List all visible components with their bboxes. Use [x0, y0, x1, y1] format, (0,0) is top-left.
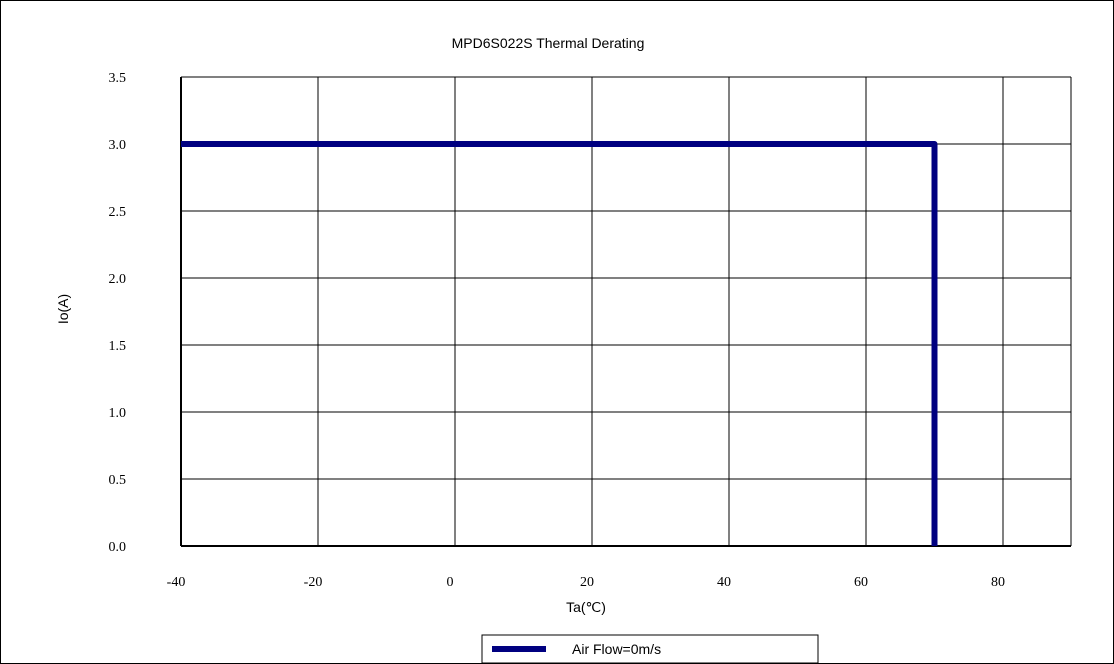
- tick-labels: -40 -20 0 20 40 60 80 0.0 0.5 1.0 1.5 2.0 2.5 3.0 3.5: [109, 71, 1006, 590]
- x-tick-label: 80: [991, 575, 1005, 590]
- x-tick-label: -40: [167, 575, 186, 590]
- x-tick-label: 40: [717, 575, 731, 590]
- series-layer: [181, 141, 938, 546]
- y-tick-label: 3.5: [109, 71, 127, 86]
- y-tick-label: 3.0: [109, 138, 127, 153]
- x-tick-label: 20: [580, 575, 594, 590]
- chart-title: MPD6S022S Thermal Derating: [452, 35, 645, 51]
- legend: Air Flow=0m/s: [481, 634, 819, 664]
- y-axis-title: Io(A): [55, 294, 71, 324]
- y-tick-label: 1.5: [109, 339, 127, 354]
- y-tick-label: 2.5: [109, 205, 127, 220]
- x-tick-label: 0: [447, 575, 454, 590]
- x-tick-label: 60: [854, 575, 868, 590]
- y-tick-label: 2.0: [109, 272, 127, 287]
- grid-lines: [181, 76, 1072, 546]
- y-tick-label: 1.0: [109, 406, 127, 421]
- y-tick-label: 0.5: [109, 473, 127, 488]
- x-tick-label: -20: [304, 575, 323, 590]
- legend-label: Air Flow=0m/s: [572, 641, 661, 657]
- series-line: [181, 141, 938, 546]
- y-tick-label: 0.0: [109, 540, 127, 555]
- plot-area: [181, 77, 1071, 546]
- x-axis-title: Ta(℃): [566, 599, 606, 615]
